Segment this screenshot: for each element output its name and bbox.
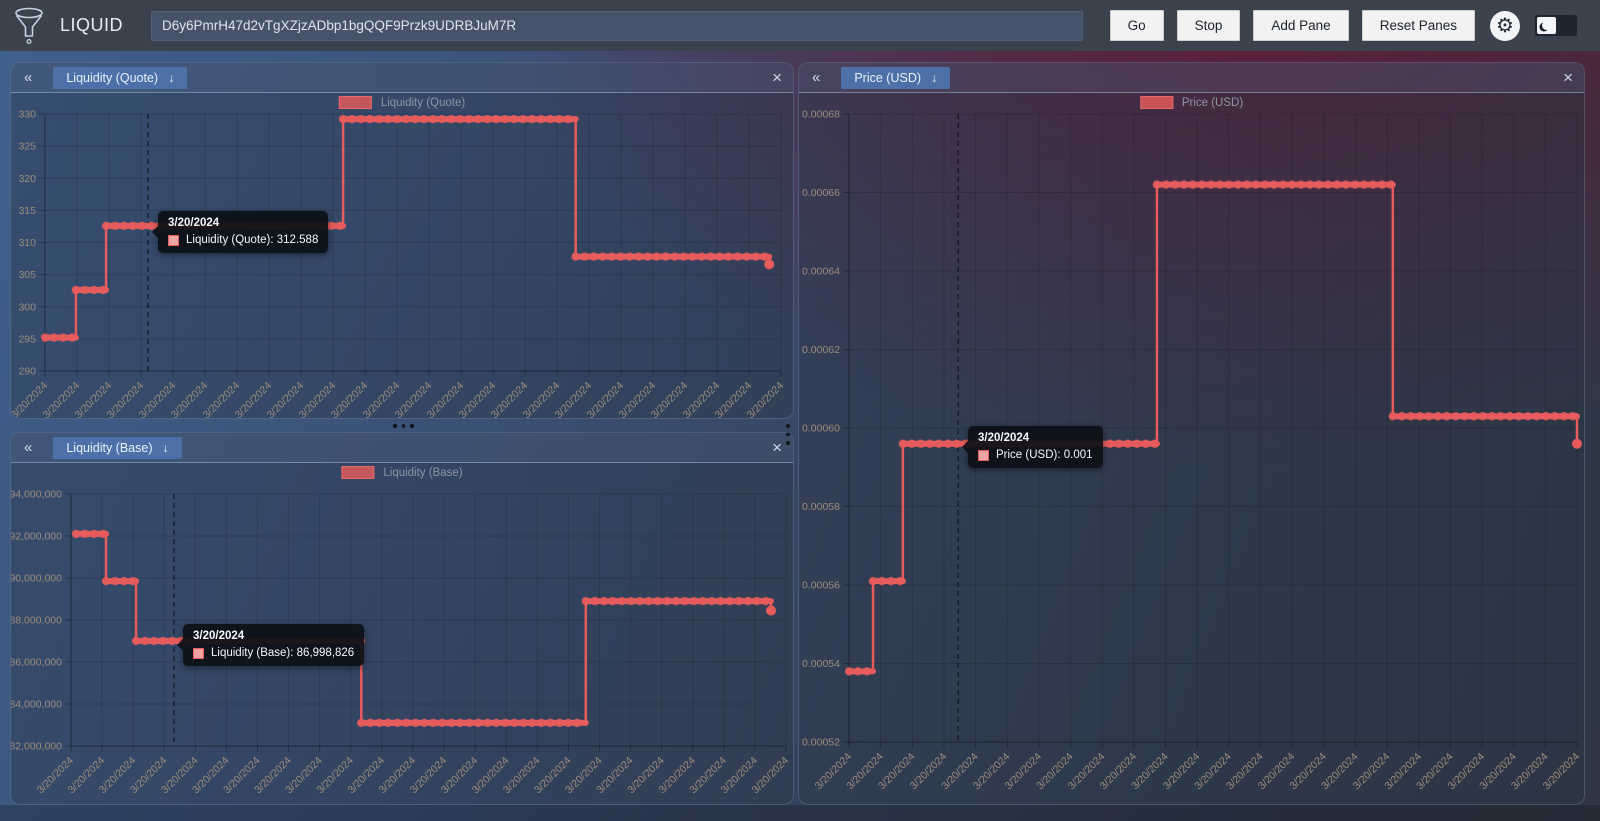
legend-label: Price (USD): [1181, 96, 1244, 109]
svg-text:315: 315: [18, 205, 36, 217]
tooltip-date: 3/20/2024: [978, 432, 1030, 444]
tab-liquidity-base[interactable]: Liquidity (Base) ↓: [53, 436, 182, 459]
svg-text:320: 320: [18, 173, 36, 185]
legend-swatch: [338, 96, 372, 109]
close-pane-button[interactable]: ×: [772, 437, 782, 457]
pane-liquidity-quote: « Liquidity (Quote) ↓ × Liquidity (Quote…: [10, 62, 794, 419]
funnel-icon: [15, 7, 43, 44]
price-usd-chart[interactable]: 3/20/20243/20/20243/20/20243/20/20243/20…: [799, 93, 1584, 804]
close-pane-button[interactable]: ×: [1563, 67, 1573, 87]
pane-header: « Liquidity (Base) ↓ ×: [11, 433, 793, 463]
svg-text:295: 295: [18, 333, 36, 345]
chart-legend[interactable]: Liquidity (Base): [341, 466, 463, 479]
liquidity-base-chart[interactable]: 3/20/20243/20/20243/20/20243/20/20243/20…: [11, 463, 793, 804]
svg-text:325: 325: [18, 141, 36, 153]
sort-down-icon: ↓: [168, 70, 175, 85]
svg-text:0.00062: 0.00062: [802, 344, 840, 356]
reset-panes-button[interactable]: Reset Panes: [1361, 10, 1475, 41]
address-input[interactable]: [151, 10, 1083, 41]
tooltip-date: 3/20/2024: [193, 630, 245, 642]
svg-text:94,000,000: 94,000,000: [10, 489, 62, 501]
app-logo: LIQUID: [12, 6, 123, 46]
svg-text:0.00054: 0.00054: [802, 658, 840, 670]
chart-tooltip: 3/20/2024 Liquidity (Base): 86,998,826: [176, 624, 365, 666]
svg-text:0.00060: 0.00060: [802, 423, 840, 435]
gear-icon: ⚙: [1496, 14, 1514, 37]
topbar: LIQUID Go Stop Add Pane Reset Panes ⚙: [0, 0, 1600, 51]
svg-text:310: 310: [18, 237, 36, 249]
pane-resize-handle-horizontal[interactable]: [393, 424, 414, 428]
svg-text:0.00058: 0.00058: [802, 501, 840, 513]
chart-legend[interactable]: Liquidity (Quote): [338, 96, 466, 109]
tooltip-date: 3/20/2024: [168, 217, 220, 229]
svg-text:0.00068: 0.00068: [802, 109, 840, 121]
theme-toggle-knob: [1537, 17, 1556, 34]
svg-text:90,000,000: 90,000,000: [10, 573, 62, 585]
liquidity-quote-chart[interactable]: 3/20/20243/20/20243/20/20243/20/20243/20…: [11, 93, 793, 419]
tab-label: Price (USD): [854, 70, 922, 85]
legend-swatch: [1139, 96, 1173, 109]
tab-price-usd[interactable]: Price (USD) ↓: [841, 66, 951, 89]
tooltip-value: Liquidity (Base): 86,998,826: [211, 647, 355, 659]
settings-button[interactable]: ⚙: [1490, 10, 1520, 41]
svg-text:82,000,000: 82,000,000: [10, 741, 62, 753]
chart-tooltip: 3/20/2024 Liquidity (Quote): 312.588: [151, 211, 329, 253]
series-swatch: [168, 234, 179, 246]
svg-text:0.00066: 0.00066: [802, 187, 840, 199]
svg-text:86,000,000: 86,000,000: [10, 657, 62, 669]
svg-text:290: 290: [18, 366, 36, 378]
add-pane-button[interactable]: Add Pane: [1253, 10, 1349, 41]
svg-text:0.00064: 0.00064: [802, 266, 840, 278]
svg-text:0.00056: 0.00056: [802, 580, 840, 592]
tab-label: Liquidity (Quote): [66, 70, 159, 85]
tooltip-value: Liquidity (Quote): 312.588: [186, 234, 319, 246]
close-pane-button[interactable]: ×: [772, 67, 782, 87]
collapse-pane-button[interactable]: «: [24, 68, 33, 86]
svg-text:300: 300: [18, 301, 36, 313]
app-title: LIQUID: [60, 15, 124, 35]
pane-liquidity-base: « Liquidity (Base) ↓ × Liquidity (Base) …: [10, 432, 794, 805]
tab-liquidity-quote[interactable]: Liquidity (Quote) ↓: [53, 66, 188, 89]
theme-toggle[interactable]: [1534, 14, 1578, 37]
collapse-pane-button[interactable]: «: [812, 68, 821, 86]
svg-text:305: 305: [18, 269, 36, 281]
pane-price-usd: « Price (USD) ↓ × Price (USD) 3/20/2024 3…: [798, 62, 1585, 805]
tooltip-value: Price (USD): 0.001: [996, 449, 1093, 461]
collapse-pane-button[interactable]: «: [24, 438, 33, 456]
legend-swatch: [341, 466, 375, 479]
stop-button[interactable]: Stop: [1176, 10, 1241, 41]
series-swatch: [193, 647, 204, 659]
pane-header: « Liquidity (Quote) ↓ ×: [11, 63, 793, 93]
go-button[interactable]: Go: [1109, 10, 1164, 41]
pane-header: « Price (USD) ↓ ×: [799, 63, 1584, 93]
tab-label: Liquidity (Base): [66, 440, 153, 455]
chart-legend[interactable]: Price (USD): [1139, 96, 1244, 109]
sort-down-icon: ↓: [162, 440, 169, 455]
svg-text:84,000,000: 84,000,000: [10, 699, 62, 711]
svg-text:92,000,000: 92,000,000: [10, 531, 62, 543]
legend-label: Liquidity (Base): [383, 466, 463, 479]
pane-resize-handle-vertical[interactable]: [786, 424, 790, 445]
moon-icon: [1542, 21, 1551, 30]
series-swatch: [978, 449, 989, 461]
chart-tooltip: 3/20/2024 Price (USD): 0.001: [962, 426, 1103, 468]
sort-down-icon: ↓: [931, 70, 938, 85]
svg-text:0.00052: 0.00052: [802, 737, 840, 749]
legend-label: Liquidity (Quote): [380, 96, 466, 109]
bottom-strip: [0, 805, 1600, 821]
svg-text:330: 330: [18, 109, 36, 121]
svg-text:88,000,000: 88,000,000: [10, 615, 62, 627]
